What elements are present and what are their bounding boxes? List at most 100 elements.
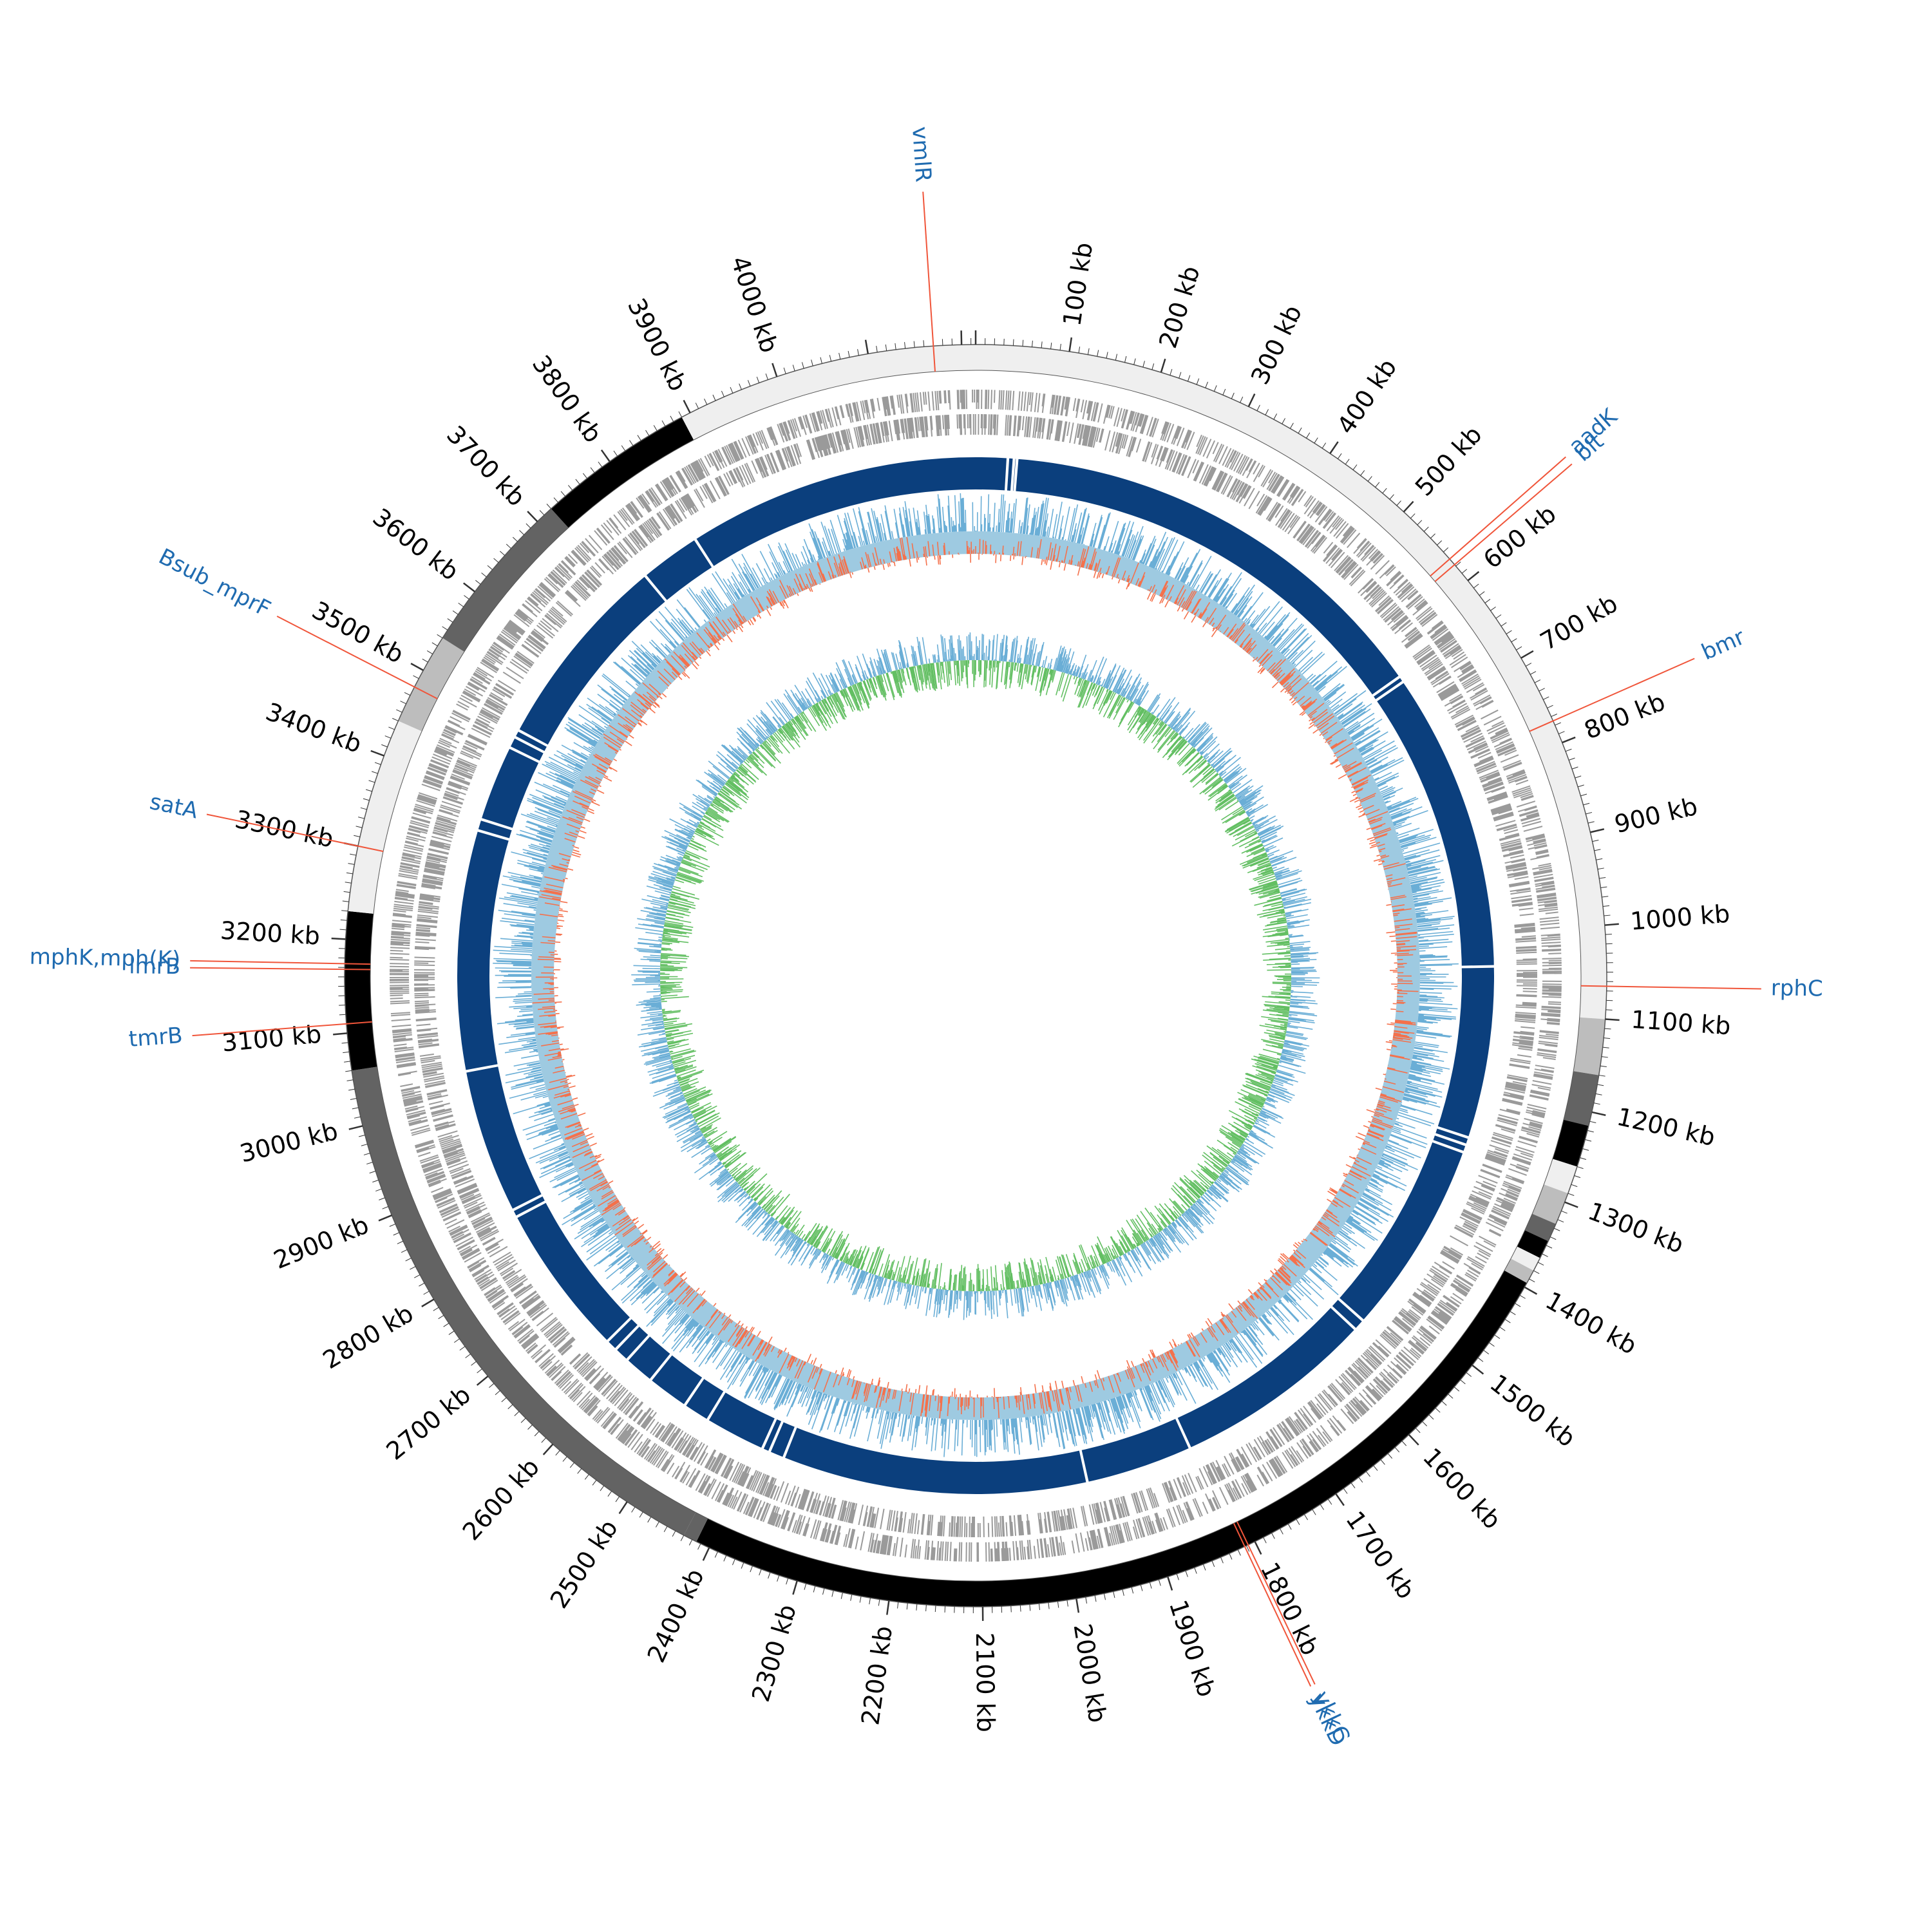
minor-tick bbox=[857, 349, 859, 356]
gene-label-line bbox=[192, 1021, 372, 1037]
minor-tick bbox=[372, 771, 378, 774]
minor-tick bbox=[477, 1368, 482, 1374]
minor-tick bbox=[348, 1088, 355, 1091]
minor-tick bbox=[783, 367, 786, 374]
backbone-gap bbox=[649, 1352, 674, 1383]
contig-ring-inner-outline bbox=[370, 370, 1582, 1582]
minor-tick bbox=[397, 1240, 404, 1244]
minor-tick bbox=[1012, 339, 1014, 346]
minor-tick bbox=[859, 1596, 862, 1603]
tick-label: 3800 kb bbox=[527, 350, 608, 448]
minor-tick bbox=[575, 478, 580, 485]
minor-tick bbox=[811, 359, 813, 366]
minor-tick bbox=[1066, 1600, 1068, 1607]
minor-tick bbox=[672, 1530, 676, 1537]
major-tick bbox=[683, 399, 691, 413]
contig-segment bbox=[1552, 1119, 1589, 1167]
minor-tick bbox=[346, 1079, 354, 1081]
major-tick bbox=[772, 363, 778, 377]
tick-label: 3100 kb bbox=[221, 1020, 323, 1057]
minor-tick bbox=[598, 461, 603, 468]
minor-tick bbox=[1202, 1564, 1206, 1571]
major-tick bbox=[1524, 1286, 1538, 1295]
minor-tick bbox=[878, 1599, 880, 1606]
minor-tick bbox=[831, 1590, 834, 1597]
minor-tick bbox=[756, 376, 760, 383]
tick-label: 700 kb bbox=[1535, 589, 1622, 656]
minor-tick bbox=[392, 717, 399, 721]
minor-tick bbox=[1571, 766, 1578, 770]
minor-tick bbox=[895, 343, 896, 350]
minor-tick bbox=[447, 618, 453, 623]
minor-tick bbox=[344, 1061, 351, 1063]
minor-tick bbox=[916, 1604, 918, 1611]
minor-tick bbox=[487, 565, 493, 570]
minor-tick bbox=[363, 798, 370, 801]
tick-label: 1700 kb bbox=[1340, 1506, 1421, 1604]
minor-tick bbox=[405, 1258, 412, 1262]
tick-label: 1400 kb bbox=[1540, 1286, 1641, 1360]
major-tick bbox=[527, 511, 538, 522]
contig-segment bbox=[398, 638, 464, 732]
contig-segment bbox=[1524, 1213, 1556, 1242]
minor-tick bbox=[697, 1543, 701, 1550]
backbone-gap bbox=[782, 1425, 798, 1460]
backbone-gap bbox=[625, 1333, 652, 1362]
minor-tick bbox=[464, 595, 469, 600]
minor-tick bbox=[389, 1224, 396, 1227]
minor-tick bbox=[431, 642, 438, 647]
major-tick bbox=[410, 663, 424, 671]
minor-tick bbox=[1265, 409, 1269, 415]
tick-label: 3600 kb bbox=[368, 503, 464, 586]
minor-tick bbox=[452, 611, 459, 615]
major-tick bbox=[1467, 571, 1480, 582]
minor-tick bbox=[379, 1197, 385, 1200]
minor-tick bbox=[1050, 342, 1052, 350]
minor-tick bbox=[1435, 1407, 1441, 1413]
minor-tick bbox=[568, 485, 573, 491]
minor-tick bbox=[1271, 1533, 1275, 1539]
minor-tick bbox=[1460, 1379, 1466, 1385]
minor-tick bbox=[1151, 363, 1155, 370]
minor-tick bbox=[647, 1517, 652, 1523]
minor-tick bbox=[639, 1511, 643, 1518]
minor-tick bbox=[1546, 1245, 1553, 1249]
gene-label-line bbox=[190, 967, 371, 971]
major-tick bbox=[1591, 1111, 1606, 1116]
minor-tick bbox=[339, 929, 346, 931]
contig-segment bbox=[1573, 1017, 1605, 1075]
minor-tick bbox=[1410, 513, 1416, 519]
minor-tick bbox=[1542, 1253, 1548, 1257]
minor-tick bbox=[1603, 905, 1610, 907]
minor-tick bbox=[1587, 1130, 1594, 1133]
major-tick bbox=[1167, 1577, 1173, 1591]
contig-segment bbox=[1517, 1230, 1549, 1258]
minor-tick bbox=[1582, 1148, 1589, 1151]
minor-tick bbox=[714, 1551, 718, 1558]
minor-tick bbox=[663, 1526, 668, 1532]
minor-tick bbox=[1571, 1184, 1578, 1188]
minor-tick bbox=[1170, 368, 1173, 375]
minor-tick bbox=[372, 1179, 379, 1183]
minor-tick bbox=[1543, 696, 1549, 700]
backbone-gap bbox=[1430, 1139, 1466, 1155]
minor-tick bbox=[1273, 413, 1278, 420]
tick-label: 2600 kb bbox=[457, 1453, 545, 1546]
minor-tick bbox=[1010, 1605, 1012, 1613]
minor-tick bbox=[358, 1134, 365, 1137]
minor-tick bbox=[732, 1558, 735, 1566]
minor-tick bbox=[1443, 547, 1449, 553]
minor-tick bbox=[592, 1479, 597, 1486]
minor-tick bbox=[1237, 1549, 1241, 1556]
minor-tick bbox=[1387, 1453, 1393, 1459]
minor-tick bbox=[423, 1291, 430, 1295]
backbone-gap bbox=[1010, 457, 1016, 493]
minor-tick bbox=[1176, 1573, 1179, 1580]
minor-tick bbox=[1580, 793, 1587, 797]
minor-tick bbox=[350, 853, 357, 856]
minor-tick bbox=[704, 398, 708, 405]
minor-tick bbox=[354, 835, 361, 837]
minor-tick bbox=[1422, 1421, 1428, 1426]
minor-tick bbox=[840, 1592, 843, 1599]
tick-label: 2700 kb bbox=[381, 1380, 476, 1465]
